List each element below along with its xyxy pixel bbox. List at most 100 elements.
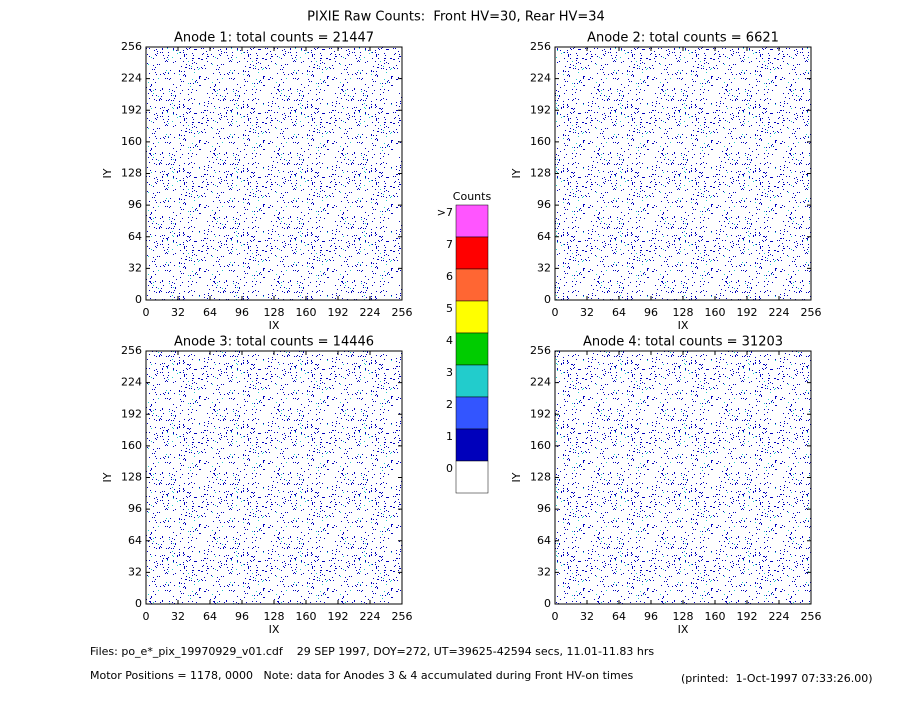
y-tick-label: 224 [530,376,551,389]
y-tick-label: 64 [537,230,551,243]
y-tick-label: 128 [530,471,551,484]
y-tick-label: 64 [128,230,142,243]
y-tick-label: 0 [135,597,142,610]
colorbar-label: 2 [446,398,453,411]
x-axis-label: IX [678,623,689,636]
x-tick-label: 96 [644,610,658,623]
x-tick-label: 160 [296,306,317,319]
colorbar-label: >7 [437,206,453,219]
colorbar-swatch [455,300,489,334]
x-tick-label: 32 [171,610,185,623]
y-tick-label: 160 [530,135,551,148]
y-tick-label: 128 [121,471,142,484]
y-tick-label: 224 [530,72,551,85]
colorbar-swatch [455,460,489,494]
x-tick-label: 160 [296,610,317,623]
colorbar-title: Counts [453,190,492,203]
x-axis-label: IX [678,319,689,332]
colorbar-swatch [455,332,489,366]
y-tick-label: 192 [530,407,551,420]
count-image [554,46,812,301]
y-tick-label: 192 [121,407,142,420]
footer-files: Files: po_e*_pix_19970929_v01.cdf 29 SEP… [90,645,654,658]
x-tick-label: 224 [769,610,790,623]
x-tick-label: 0 [552,306,559,319]
x-tick-label: 160 [705,610,726,623]
count-image [145,46,403,301]
x-tick-label: 0 [143,306,150,319]
y-axis-label: IY [510,168,523,178]
x-tick-label: 128 [673,306,694,319]
x-tick-label: 0 [143,610,150,623]
x-tick-label: 64 [612,306,626,319]
panel-title: Anode 3: total counts = 14446 [174,335,374,350]
y-tick-label: 64 [128,534,142,547]
x-tick-label: 192 [737,610,758,623]
colorbar-label: 5 [446,302,453,315]
colorbar-swatch [455,236,489,270]
colorbar-label: 1 [446,430,453,443]
x-tick-label: 64 [612,610,626,623]
x-tick-label: 96 [235,306,249,319]
footer-printed: (printed: 1-Oct-1997 07:33:26.00) [681,672,873,685]
colorbar-label: 4 [446,334,453,347]
y-tick-label: 160 [530,439,551,452]
x-tick-label: 128 [264,306,285,319]
panel-title: Anode 2: total counts = 6621 [587,31,779,46]
y-tick-label: 32 [128,261,142,274]
x-axis-label: IX [269,319,280,332]
x-tick-label: 32 [580,306,594,319]
page-title: PIXIE Raw Counts: Front HV=30, Rear HV=3… [307,10,605,25]
y-tick-label: 128 [530,167,551,180]
x-tick-label: 32 [580,610,594,623]
y-tick-label: 32 [537,261,551,274]
y-tick-label: 64 [537,534,551,547]
y-tick-label: 256 [121,344,142,357]
y-tick-label: 224 [121,376,142,389]
footer-motor: Motor Positions = 1178, 0000 Note: data … [90,669,633,682]
count-image [145,350,403,605]
y-tick-label: 96 [128,502,142,515]
colorbar-label: 0 [446,462,453,475]
y-tick-label: 192 [121,103,142,116]
y-axis-label: IY [101,472,114,482]
colorbar-label: 7 [446,238,453,251]
count-image [554,350,812,605]
colorbar-swatch [455,428,489,462]
y-axis-label: IY [101,168,114,178]
y-tick-label: 128 [121,167,142,180]
panel-title: Anode 1: total counts = 21447 [174,31,374,46]
colorbar-label: 6 [446,270,453,283]
x-tick-label: 256 [392,610,413,623]
y-tick-label: 0 [135,293,142,306]
x-tick-label: 256 [392,306,413,319]
y-tick-label: 96 [537,502,551,515]
y-tick-label: 224 [121,72,142,85]
x-tick-label: 128 [673,610,694,623]
x-tick-label: 160 [705,306,726,319]
y-tick-label: 0 [544,293,551,306]
x-tick-label: 256 [801,610,822,623]
x-tick-label: 64 [203,610,217,623]
x-tick-label: 224 [360,610,381,623]
colorbar-label: 3 [446,366,453,379]
x-tick-label: 256 [801,306,822,319]
y-tick-label: 256 [530,344,551,357]
x-tick-label: 192 [328,306,349,319]
y-tick-label: 0 [544,597,551,610]
x-tick-label: 96 [644,306,658,319]
x-tick-label: 64 [203,306,217,319]
y-axis-label: IY [510,472,523,482]
y-tick-label: 96 [128,198,142,211]
x-tick-label: 224 [360,306,381,319]
x-tick-label: 224 [769,306,790,319]
y-tick-label: 96 [537,198,551,211]
x-tick-label: 192 [328,610,349,623]
panel-title: Anode 4: total counts = 31203 [583,335,783,350]
y-tick-label: 256 [121,40,142,53]
x-tick-label: 128 [264,610,285,623]
x-tick-label: 32 [171,306,185,319]
colorbar-swatch [455,268,489,302]
y-tick-label: 160 [121,135,142,148]
